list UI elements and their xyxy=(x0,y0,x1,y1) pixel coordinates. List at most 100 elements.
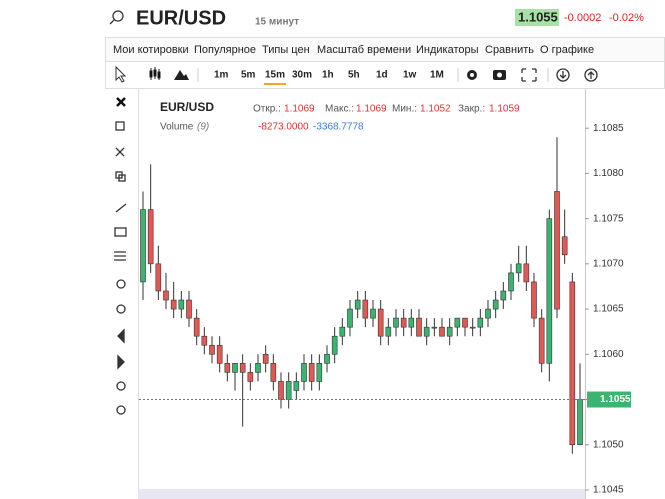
candle-body xyxy=(454,317,461,328)
candle-body xyxy=(262,353,269,364)
candles-icon[interactable] xyxy=(149,67,161,80)
candle-body xyxy=(255,363,261,373)
legend-value: 1.1059 xyxy=(489,104,520,115)
candle-body xyxy=(170,299,177,310)
toolbar xyxy=(105,61,665,89)
search-icon[interactable] xyxy=(112,10,124,22)
menu-item[interactable]: Типы цен xyxy=(262,44,310,56)
candle-body xyxy=(354,299,361,310)
candle-body xyxy=(370,308,376,319)
candle-body xyxy=(201,335,208,346)
candle-body xyxy=(324,353,330,364)
legend-value: -3368.7778 xyxy=(313,122,364,133)
candle-body xyxy=(546,218,553,364)
upload-icon[interactable] xyxy=(584,68,598,82)
candle-body xyxy=(362,299,369,319)
legend-value: 1.1052 xyxy=(420,104,451,115)
legend-label: Макс.: xyxy=(325,104,354,115)
candle-body xyxy=(140,209,146,283)
y-tick-label: 1.1070 xyxy=(593,258,624,269)
y-tick-label: 1.1045 xyxy=(593,485,624,496)
tool-zoom-in[interactable] xyxy=(116,279,126,289)
candle-body xyxy=(523,263,530,283)
last-price-badge xyxy=(587,391,631,408)
timeframe[interactable]: 1m xyxy=(214,70,229,81)
candle-body xyxy=(569,281,576,446)
tool-copy-2 xyxy=(118,174,126,182)
candle-body xyxy=(385,326,392,337)
candle-body xyxy=(577,399,583,446)
timeframe[interactable]: 15m xyxy=(265,70,285,81)
candle-body xyxy=(239,363,246,373)
legend-value: 1.1069 xyxy=(284,104,315,115)
candle-body xyxy=(423,326,430,337)
menu-item[interactable]: Сравнить xyxy=(485,44,534,56)
candle-body xyxy=(416,317,422,337)
candle-body xyxy=(431,326,438,329)
legend-value: -8273.0000 xyxy=(258,122,309,133)
candle-body xyxy=(561,236,568,256)
menu-item[interactable]: Масштаб времени xyxy=(317,44,411,56)
y-tick-label: 1.1085 xyxy=(593,123,624,134)
tool-rect[interactable] xyxy=(114,227,127,237)
tool-zoom-reset[interactable] xyxy=(116,405,126,415)
y-tick-label: 1.1080 xyxy=(593,168,624,179)
price: 1.1055 xyxy=(518,9,558,24)
menu-item[interactable]: Популярное xyxy=(194,44,256,56)
candle-body xyxy=(308,363,315,382)
timeframe[interactable]: 1w xyxy=(403,70,417,81)
candle-body xyxy=(485,308,491,319)
legend-label: Мин.: xyxy=(392,104,417,115)
tool-delete[interactable] xyxy=(116,97,126,107)
download-icon[interactable] xyxy=(556,68,570,82)
candle-body xyxy=(508,272,514,292)
tool-fib[interactable] xyxy=(114,251,126,261)
timeframe[interactable]: 30m xyxy=(292,70,312,81)
tool-line[interactable] xyxy=(115,203,127,213)
candle-body xyxy=(331,335,338,355)
legend-label: (9) xyxy=(197,122,209,133)
tool-left[interactable] xyxy=(117,328,125,344)
candle-body xyxy=(147,209,154,265)
menu-item[interactable]: Мои котировки xyxy=(113,44,189,56)
area-icon[interactable] xyxy=(174,70,189,80)
candle-body xyxy=(232,363,238,373)
cursor-icon[interactable] xyxy=(115,65,127,83)
tool-zoom-fit[interactable] xyxy=(116,381,126,391)
timeframe[interactable]: 1h xyxy=(322,70,334,81)
candle-body xyxy=(500,290,507,301)
legend-value: 1.1069 xyxy=(356,104,387,115)
y-tick-label: 1.1050 xyxy=(593,439,624,450)
interval: 15 минут xyxy=(255,17,299,28)
tool-right[interactable] xyxy=(117,354,125,370)
tool-cross[interactable] xyxy=(115,147,125,157)
y-tick-label: 1.1065 xyxy=(593,304,624,315)
candle-body xyxy=(301,363,307,382)
candle-body xyxy=(293,381,300,391)
menu-item[interactable]: Индикаторы xyxy=(416,44,479,56)
legend-label: Volume xyxy=(160,122,194,133)
settings-icon-hole xyxy=(470,73,474,77)
timeframe[interactable]: 5m xyxy=(241,70,256,81)
timeframe[interactable]: 5h xyxy=(348,70,360,81)
candle-body xyxy=(347,308,353,328)
symbol: EUR/USD xyxy=(136,7,226,29)
last-price-label: 1.1055 xyxy=(600,394,631,405)
candle-body xyxy=(469,326,476,329)
timeframe[interactable]: 1M xyxy=(430,70,444,81)
menu-item[interactable]: О графике xyxy=(540,44,594,56)
candle-body xyxy=(446,326,453,337)
price-badge xyxy=(515,9,559,26)
candle-body xyxy=(515,263,522,274)
candle-body xyxy=(339,326,346,337)
candle-body xyxy=(285,381,292,400)
candle-body xyxy=(193,317,200,337)
candle-body xyxy=(377,308,384,337)
fullscreen-icon[interactable] xyxy=(521,68,537,82)
timeframe[interactable]: 1d xyxy=(376,70,388,81)
tool-zoom-out[interactable] xyxy=(116,304,126,314)
change: -0.0002 xyxy=(564,12,601,24)
tool-select[interactable] xyxy=(115,121,125,131)
candle-body xyxy=(270,363,277,382)
active-timeframe xyxy=(264,83,286,85)
